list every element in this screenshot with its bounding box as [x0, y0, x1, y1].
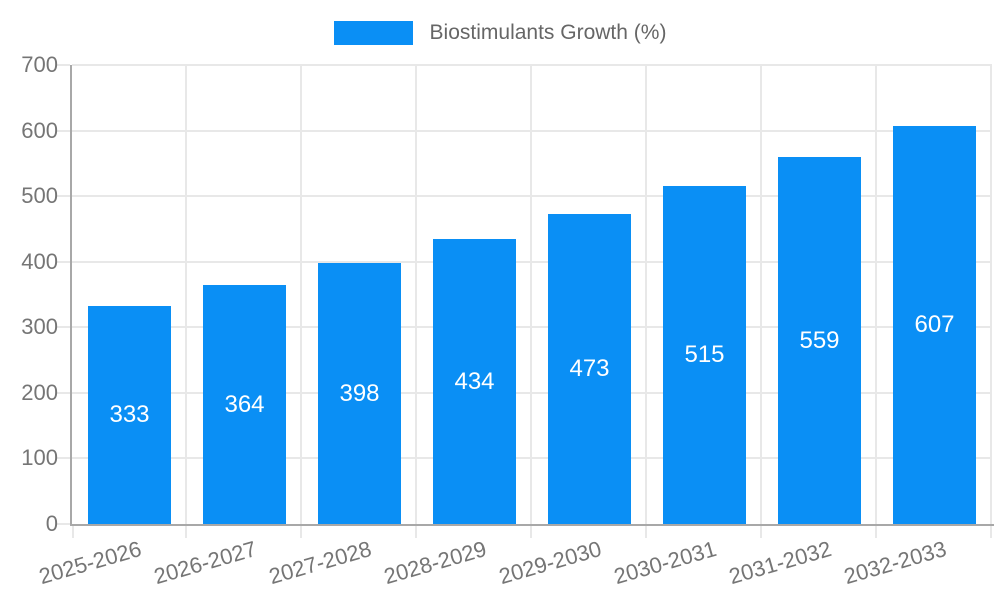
- y-axis-tick: [56, 391, 70, 394]
- bar-value-label: 559: [799, 326, 840, 354]
- bar-value-label: 333: [109, 400, 150, 428]
- y-axis-tick: [56, 326, 70, 329]
- x-axis-tick: [990, 526, 992, 538]
- gridline-horizontal: [72, 326, 992, 329]
- bar[interactable]: [778, 157, 861, 524]
- gridline-vertical: [645, 65, 647, 524]
- gridline-vertical: [185, 65, 187, 524]
- y-axis-tick: [56, 260, 70, 263]
- x-axis-tick: [760, 526, 762, 538]
- y-tick-label: 0: [45, 511, 58, 536]
- x-axis-tick: [645, 526, 647, 538]
- gridline-vertical: [760, 65, 762, 524]
- y-tick-label: 600: [21, 117, 58, 143]
- bar-value-label: 515: [684, 341, 725, 369]
- x-tick-label: 2029-2030: [496, 536, 605, 590]
- x-axis-tick: [72, 526, 74, 538]
- bar[interactable]: [318, 263, 401, 524]
- x-tick-label: 2025-2026: [36, 536, 145, 590]
- x-axis-tick: [185, 526, 187, 538]
- x-axis-tick: [875, 526, 877, 538]
- bar-value-label: 607: [914, 310, 955, 338]
- gridline-horizontal: [72, 260, 992, 263]
- gridline-vertical: [990, 65, 992, 524]
- gridline-vertical: [875, 65, 877, 524]
- bar[interactable]: [203, 285, 286, 524]
- y-tick-label: 700: [21, 52, 58, 77]
- bar[interactable]: [548, 213, 631, 524]
- bar[interactable]: [663, 186, 746, 524]
- y-axis-tick: [56, 457, 70, 460]
- y-tick-label: 500: [21, 183, 58, 209]
- gridline-horizontal: [72, 457, 992, 460]
- y-axis-tick: [56, 129, 70, 132]
- chart-legend: Biostimulants Growth (%): [0, 16, 1000, 50]
- y-tick-label: 400: [21, 248, 58, 274]
- y-tick-label: 100: [21, 445, 58, 471]
- gridline-horizontal: [72, 64, 992, 66]
- gridline-vertical: [530, 65, 532, 524]
- x-tick-label: 2027-2028: [266, 536, 375, 590]
- y-axis-tick: [56, 195, 70, 198]
- x-tick-label: 2030-2031: [611, 536, 720, 590]
- gridline-horizontal: [72, 195, 992, 198]
- plot-area: 0 100 200 300 400 500 600 700 333 2025-2026 364 202…: [21, 52, 994, 589]
- x-tick-label: 2031-2032: [726, 536, 835, 590]
- bar-value-label: 364: [224, 390, 265, 418]
- gridline-vertical: [415, 65, 417, 524]
- y-axis-line: [70, 65, 72, 526]
- y-tick-label: 200: [21, 379, 58, 405]
- x-axis-tick: [530, 526, 532, 538]
- legend-label[interactable]: Biostimulants Growth (%): [429, 21, 667, 44]
- legend-swatch[interactable]: [333, 21, 413, 45]
- x-tick-label: 2032-2033: [841, 536, 950, 590]
- y-tick-label: 300: [21, 314, 58, 340]
- gridline-horizontal: [72, 129, 992, 132]
- x-tick-label: 2028-2029: [381, 536, 490, 590]
- bar[interactable]: [433, 239, 516, 524]
- x-tick-label: 2026-2027: [151, 536, 260, 590]
- x-axis-line: [70, 524, 994, 526]
- bar-value-label: 434: [454, 367, 495, 395]
- y-axis-tick: [56, 523, 70, 525]
- x-axis-tick: [415, 526, 417, 538]
- x-axis-tick: [300, 526, 302, 538]
- bar-value-label: 398: [339, 379, 380, 407]
- bar-value-label: 473: [569, 354, 610, 382]
- y-axis-tick: [56, 64, 70, 66]
- bar[interactable]: [88, 305, 171, 524]
- gridline-vertical: [300, 65, 302, 524]
- bar[interactable]: [893, 125, 976, 524]
- gridline-horizontal: [72, 391, 992, 394]
